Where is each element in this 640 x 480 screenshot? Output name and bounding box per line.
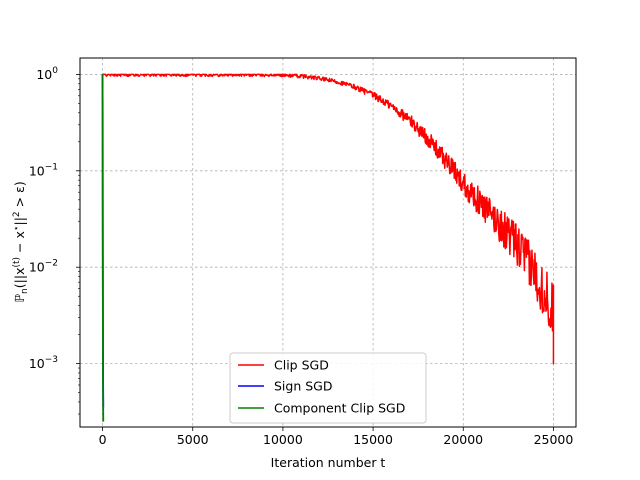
x-tick-label: 15000 bbox=[353, 432, 393, 447]
y-tick-label: 10−2 bbox=[29, 259, 58, 275]
y-tick-label: 10−1 bbox=[29, 162, 58, 178]
legend-label-sign-sgd: Sign SGD bbox=[274, 379, 332, 394]
x-tick-label: 25000 bbox=[534, 432, 574, 447]
series-line-component-clip-sgd bbox=[101, 74, 105, 422]
legend-label-clip-sgd: Clip SGD bbox=[274, 358, 329, 373]
legend-label-component-clip-sgd: Component Clip SGD bbox=[274, 401, 405, 416]
x-tick-label: 5000 bbox=[177, 432, 209, 447]
x-axis-label: Iteration number t bbox=[271, 455, 386, 470]
plot-frame bbox=[79, 57, 577, 428]
series-layer bbox=[101, 73, 555, 422]
y-tick-label: 10−3 bbox=[29, 355, 58, 371]
legend: Clip SGD Sign SGD Component Clip SGD bbox=[229, 352, 427, 424]
x-axis: 0 5000 10000 15000 20000 25000 bbox=[99, 427, 574, 447]
legend-box bbox=[229, 352, 427, 424]
series-line-clip-sgd bbox=[102, 73, 555, 365]
x-tick-label: 10000 bbox=[263, 432, 303, 447]
x-tick-label: 0 bbox=[99, 432, 107, 447]
y-tick-label: 100 bbox=[36, 66, 58, 82]
x-tick-label: 20000 bbox=[443, 432, 483, 447]
y-axis: 10−3 10−2 10−1 100 bbox=[29, 66, 80, 415]
y-axis-label: ℙn(||x(t) − x⋆||2 > ε) bbox=[12, 181, 30, 302]
